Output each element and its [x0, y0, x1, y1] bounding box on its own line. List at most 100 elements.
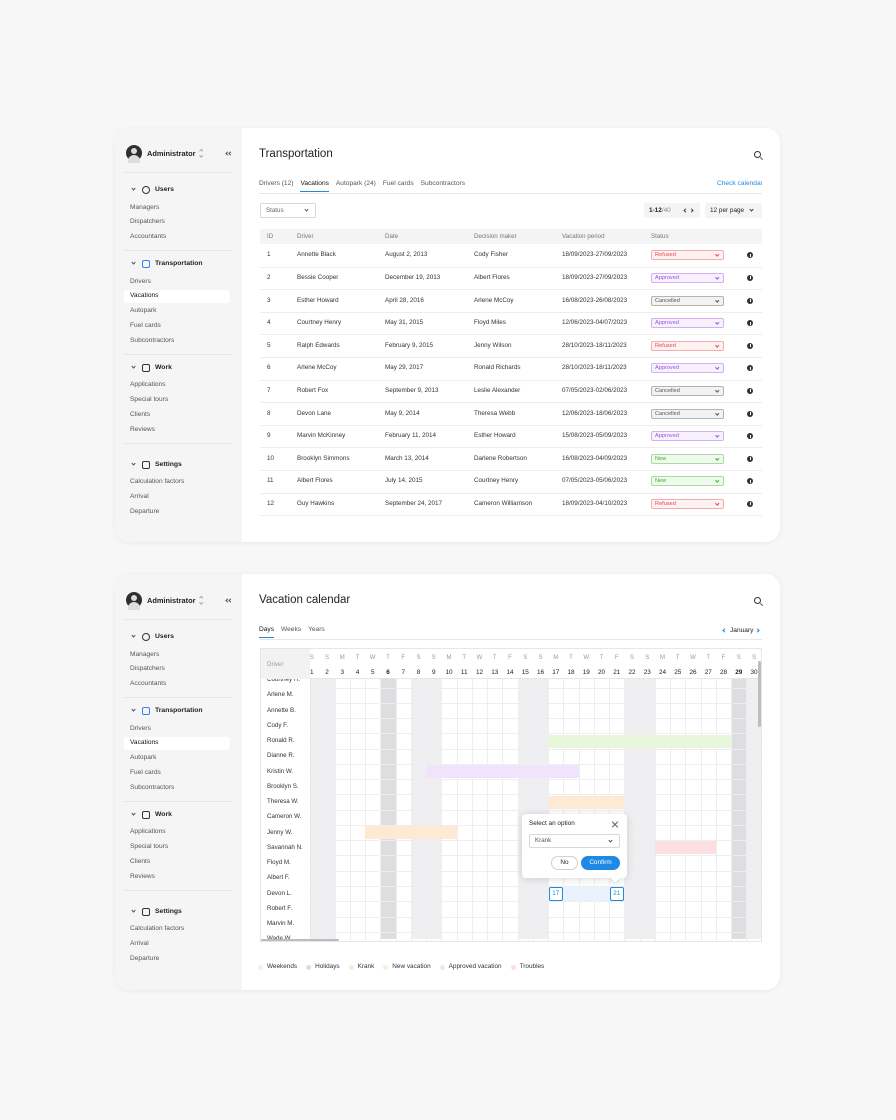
status-pill[interactable]: Refused: [651, 340, 724, 351]
weekday: M: [660, 655, 665, 661]
weekday: S: [629, 655, 635, 661]
selection-handle[interactable]: 21: [609, 886, 624, 901]
menu-item[interactable]: Dispatchers: [130, 665, 165, 673]
menu-item[interactable]: Departure: [130, 954, 160, 962]
menu-item[interactable]: Applications: [130, 828, 166, 836]
cell: 16/08/2023-26/08/2023: [562, 296, 628, 304]
menu-item[interactable]: Autopark: [130, 754, 157, 762]
menu-item[interactable]: Subcontractors: [130, 783, 175, 791]
menu-item[interactable]: Reviews: [130, 872, 155, 880]
status-pill[interactable]: Cancelled: [651, 295, 724, 306]
menu-item[interactable]: Drivers: [130, 724, 151, 732]
option-select[interactable]: [529, 834, 620, 848]
cancel-button[interactable]: No: [551, 856, 578, 870]
selection-range: [548, 886, 625, 901]
search-icon[interactable]: [754, 151, 761, 158]
status-pill[interactable]: New: [651, 453, 724, 464]
menu-item[interactable]: Accountants: [130, 233, 167, 241]
legend-label: Troubles: [519, 963, 545, 970]
tab[interactable]: Subcontractors: [420, 180, 466, 187]
weekday: W: [583, 655, 590, 661]
status-pill[interactable]: Cancelled: [651, 408, 724, 419]
driver-header-cell: [261, 649, 310, 679]
calendar-link[interactable]: Check calendar: [717, 180, 762, 187]
cell: 3: [267, 296, 271, 304]
status-pill[interactable]: Approved: [651, 272, 724, 283]
menu-item[interactable]: Arrival: [130, 940, 149, 947]
chevron-icon: [715, 410, 720, 415]
option-value: Krank: [535, 837, 552, 844]
day-number: 18: [567, 669, 575, 676]
menu-item[interactable]: Clients: [130, 410, 151, 418]
status-label: Cancelled: [655, 387, 680, 394]
menu-item[interactable]: Drivers: [130, 277, 151, 285]
menu-item[interactable]: Special tours: [130, 396, 169, 404]
menu-item[interactable]: Subcontractors: [130, 336, 175, 344]
status-pill[interactable]: Approved: [651, 431, 724, 442]
menu-item[interactable]: Calculation factors: [130, 925, 185, 933]
day-number: 15: [521, 669, 529, 676]
divider: [124, 697, 232, 699]
cell: Darlene Robertson: [474, 454, 527, 462]
selection-handle[interactable]: 17: [548, 886, 563, 901]
status-pill[interactable]: Cancelled: [651, 385, 724, 396]
tab[interactable]: Years: [308, 626, 325, 633]
menu-item[interactable]: Accountants: [130, 680, 167, 688]
status-pill[interactable]: Approved: [651, 318, 724, 329]
tab[interactable]: Vacations: [300, 177, 329, 192]
menu-item[interactable]: Fuel cards: [130, 769, 161, 776]
vertical-scrollbar[interactable]: [758, 661, 761, 727]
menu-item[interactable]: Reviews: [130, 425, 155, 433]
menu-item[interactable]: Managers: [130, 650, 160, 658]
confirm-button[interactable]: Confirm: [581, 856, 620, 870]
popup-title: Select an option: [529, 820, 575, 827]
cell: 12: [267, 499, 275, 507]
day-number: 23: [643, 669, 651, 676]
tab[interactable]: Autopark (24): [335, 180, 376, 187]
tab[interactable]: Fuel cards: [382, 180, 414, 187]
menu-item[interactable]: Dispatchers: [130, 218, 165, 226]
chevron-icon: [715, 297, 720, 302]
status-pill[interactable]: Refused: [651, 498, 724, 509]
weekday: W: [369, 655, 376, 661]
tabs-underline: [259, 192, 762, 194]
grid-hline: [261, 901, 761, 903]
menu-item[interactable]: Fuel cards: [130, 322, 161, 329]
weekday: S: [309, 655, 314, 661]
day-stripe: [731, 679, 747, 939]
menu-item[interactable]: Departure: [130, 507, 160, 515]
legend: Weekends Holidays Krank New vacation Approve…: [258, 961, 544, 973]
status-pill[interactable]: Approved: [651, 363, 724, 374]
menu-item[interactable]: Calculation factors: [130, 478, 185, 486]
legend-dot: [383, 964, 389, 970]
tab[interactable]: Days: [259, 623, 275, 638]
day-number: 28: [719, 669, 728, 676]
driver-name: Jenny W.: [267, 828, 293, 836]
status-filter[interactable]: [260, 203, 316, 218]
menu-item[interactable]: Autopark: [130, 307, 157, 315]
status-pill[interactable]: Refused: [651, 250, 724, 261]
cell: Marvin McKinney: [297, 432, 346, 440]
weekday: S: [431, 655, 436, 661]
search-icon[interactable]: [754, 597, 761, 604]
divider: [124, 889, 232, 891]
tab[interactable]: Drivers (12): [259, 180, 294, 187]
legend-item: New vacation: [383, 961, 431, 973]
legend-dot: [510, 964, 516, 970]
menu-item[interactable]: Clients: [130, 857, 151, 865]
cell: Courtney Henry: [297, 319, 342, 327]
menu-item[interactable]: Managers: [130, 203, 160, 211]
menu-item[interactable]: Vacations: [130, 292, 159, 300]
horizontal-scrollbar[interactable]: [261, 939, 339, 941]
status-pill[interactable]: New: [651, 476, 724, 487]
grid-hline: [261, 733, 761, 735]
cell: Courtney Henry: [474, 477, 519, 485]
tab[interactable]: Weeks: [281, 626, 302, 633]
menu-item[interactable]: Applications: [130, 381, 166, 389]
menu-item[interactable]: Arrival: [130, 493, 149, 500]
driver-name: Devon L.: [267, 889, 292, 897]
menu-item[interactable]: Special tours: [130, 843, 169, 851]
cell: Esther Howard: [297, 296, 339, 304]
per-page-box[interactable]: [705, 203, 762, 218]
menu-item[interactable]: Vacations: [130, 739, 159, 747]
